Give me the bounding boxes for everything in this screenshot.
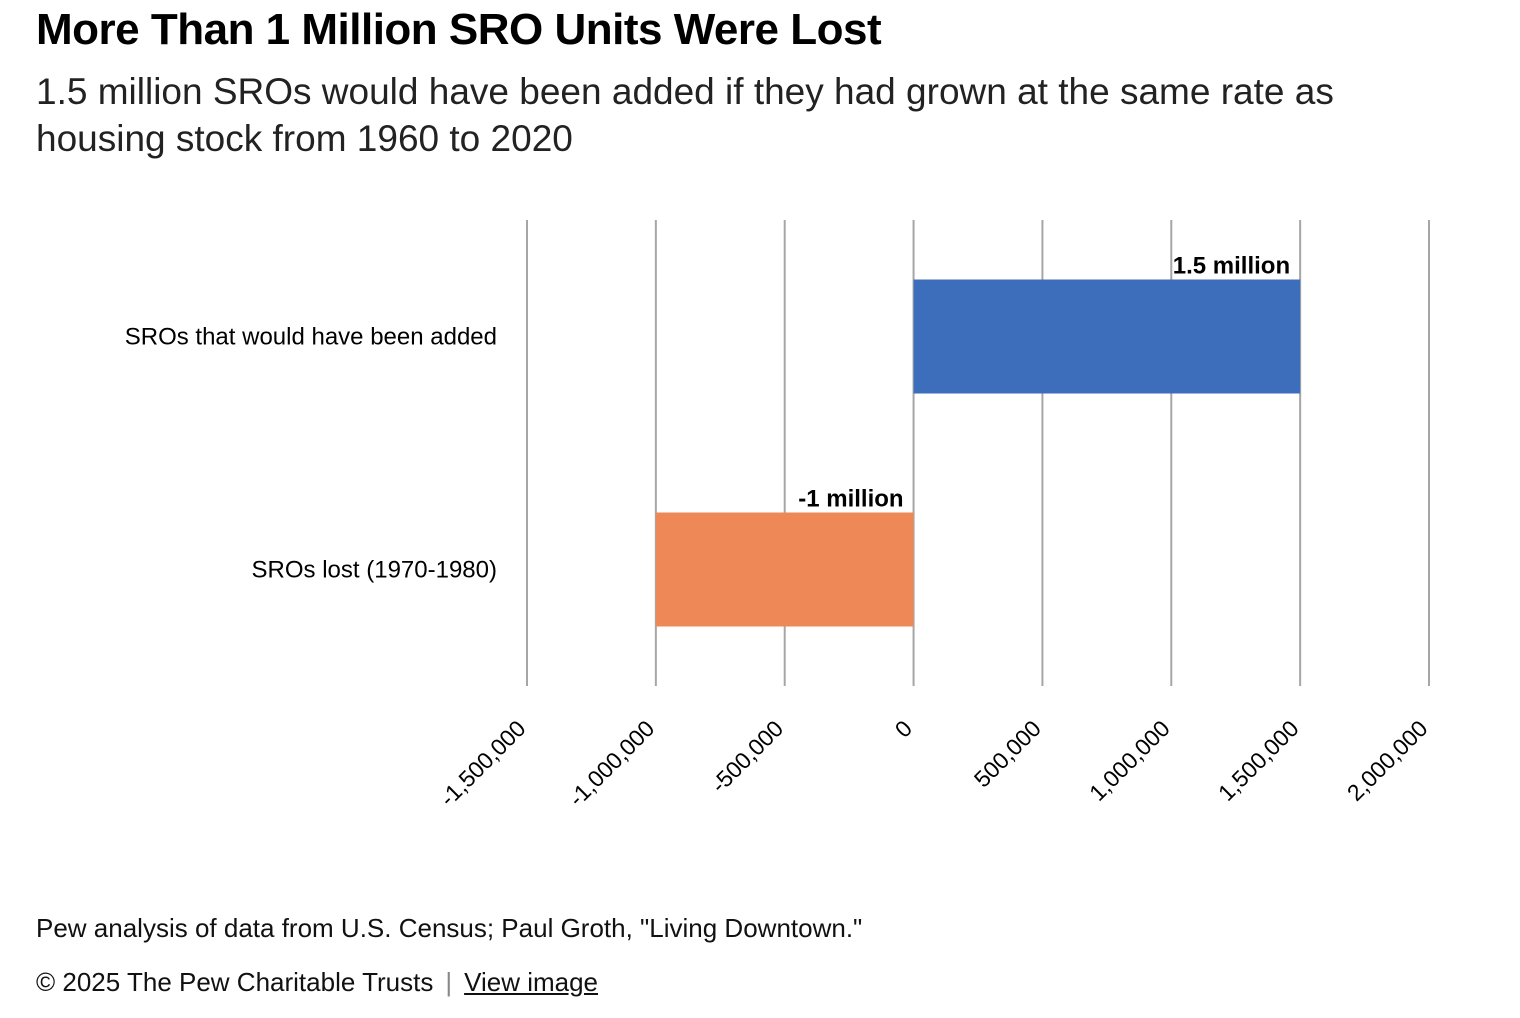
data-labels: 1.5 million -1 million	[798, 253, 1290, 513]
x-tick-label: 500,000	[969, 715, 1046, 792]
chart-subtitle: 1.5 million SROs would have been added i…	[36, 71, 1334, 159]
x-axis-tick-labels: -1,500,000 -1,000,000 -500,000 0 500,000 1,00…	[434, 715, 1432, 811]
footer-separator: |	[445, 967, 453, 997]
view-image-link[interactable]: View image	[464, 967, 599, 997]
source-note: Pew analysis of data from U.S. Census; P…	[36, 913, 863, 943]
x-tick-label: 1,000,000	[1084, 715, 1175, 806]
data-label: -1 million	[798, 486, 903, 513]
category-labels: SROs that would have been added SROs lost…	[125, 324, 497, 584]
data-label: 1.5 million	[1173, 253, 1290, 280]
bar	[913, 279, 1301, 394]
bar	[655, 512, 914, 627]
chart-title: More Than 1 Million SRO Units Were Lost	[36, 5, 882, 54]
x-tick-label: -1,500,000	[434, 715, 530, 811]
category-label: SROs lost (1970-1980)	[252, 557, 497, 584]
bar-chart: 1.5 million -1 million SROs that would ha…	[125, 220, 1433, 811]
footer: © 2025 The Pew Charitable Trusts | View im…	[36, 964, 598, 1000]
x-tick-label: 1,500,000	[1213, 715, 1304, 806]
bars	[655, 279, 1301, 627]
x-tick-label: 2,000,000	[1342, 715, 1433, 806]
category-label: SROs that would have been added	[125, 324, 497, 351]
copyright-text: © 2025 The Pew Charitable Trusts	[36, 967, 434, 997]
x-tick-label: -1,000,000	[563, 715, 659, 811]
x-tick-label: -500,000	[706, 715, 789, 798]
x-tick-label: 0	[890, 715, 917, 742]
